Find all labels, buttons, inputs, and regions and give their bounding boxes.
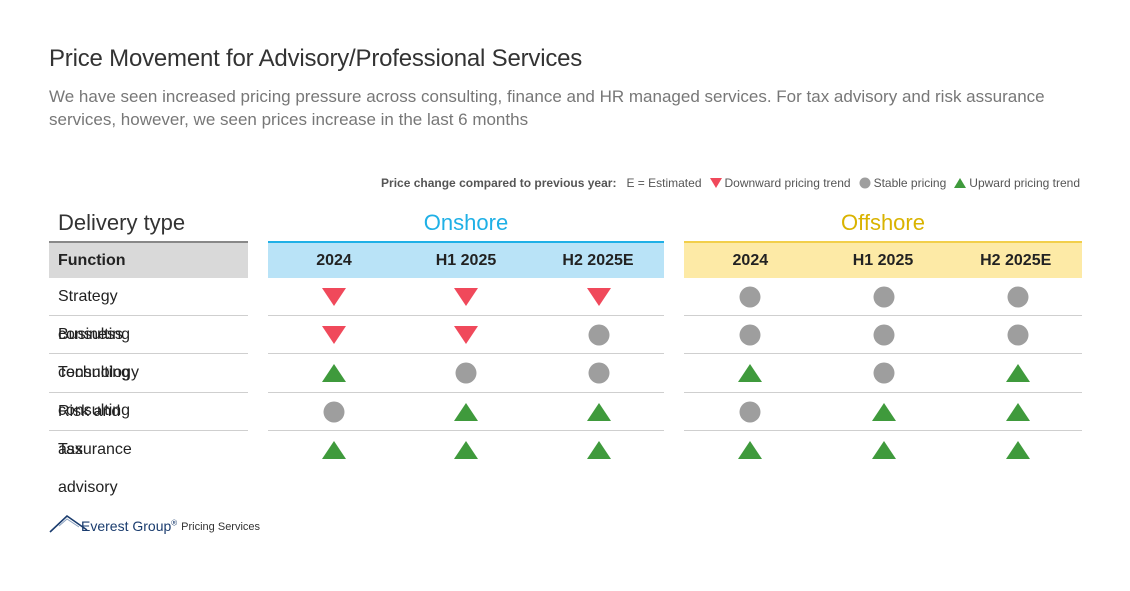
up-trend-icon [1006, 441, 1030, 459]
stable-trend-icon [588, 324, 610, 346]
down-trend-icon [322, 326, 346, 344]
onshore-col-header: H2 2025E [562, 251, 634, 269]
legend-up: Upward pricing trend [954, 176, 1080, 190]
up-trend-icon [454, 441, 478, 459]
row-divider [684, 392, 1082, 393]
legend-stable-text: Stable pricing [873, 176, 947, 190]
service-name: Pricing Services [181, 521, 261, 533]
mountain-logo-icon [49, 514, 88, 533]
offshore-title: Offshore [841, 210, 925, 235]
legend-down-text: Downward pricing trend [724, 176, 851, 190]
stable-circle-icon [859, 177, 871, 189]
up-trend-icon [322, 441, 346, 459]
stable-trend-icon [588, 362, 610, 384]
function-label: Tax advisory [58, 441, 118, 496]
page-title: Price Movement for Advisory/Professional… [49, 45, 583, 72]
stable-trend-icon [873, 324, 895, 346]
onshore-col-header: 2024 [316, 251, 352, 269]
legend-down: Downward pricing trend [709, 176, 851, 190]
legend-up-text: Upward pricing trend [969, 176, 1080, 190]
up-trend-icon [872, 403, 896, 421]
row-divider [49, 430, 248, 431]
function-header-label: Function [58, 251, 126, 269]
offshore-col-header: 2024 [732, 251, 769, 269]
row-divider [268, 392, 664, 393]
down-trend-icon [454, 326, 478, 344]
stable-trend-icon [1007, 324, 1029, 346]
stable-trend-icon [739, 286, 761, 308]
down-trend-icon [322, 288, 346, 306]
down-trend-icon [587, 288, 611, 306]
offshore-header: 2024 H1 2025 H2 2025E [684, 241, 1082, 278]
function-header: Function [49, 241, 248, 278]
legend-stable: Stable pricing [859, 176, 947, 190]
down-trend-icon [454, 288, 478, 306]
row-divider [684, 315, 1082, 316]
function-label: Technology consulting [58, 364, 139, 419]
row-divider [684, 353, 1082, 354]
down-triangle-icon [709, 177, 722, 188]
legend-label: Price change compared to previous year: [381, 176, 617, 190]
legend-estimated: E = Estimated [626, 176, 701, 190]
row-divider [684, 430, 1082, 431]
legend: Price change compared to previous year: … [381, 176, 1080, 190]
stable-trend-icon [873, 362, 895, 384]
stable-trend-icon [739, 324, 761, 346]
onshore-title: Onshore [423, 210, 509, 235]
up-trend-icon [738, 441, 762, 459]
brand-name: Everest Group® [81, 518, 177, 534]
brand-text: Everest Group [81, 518, 172, 534]
up-trend-icon [454, 403, 478, 421]
onshore-header: 2024 H1 2025 H2 2025E [268, 241, 664, 278]
stable-trend-icon [873, 286, 895, 308]
function-label: Business consulting [58, 326, 131, 381]
row-divider [268, 353, 664, 354]
up-trend-icon [738, 364, 762, 382]
up-trend-icon [322, 364, 346, 382]
stable-trend-icon [455, 362, 477, 384]
up-triangle-icon [954, 177, 967, 188]
stable-trend-icon [323, 401, 345, 423]
function-label: Strategy consulting [58, 288, 131, 343]
offshore-col-header: H1 2025 [852, 251, 914, 269]
row-divider [49, 392, 248, 393]
row-divider [268, 430, 664, 431]
up-trend-icon [587, 441, 611, 459]
stable-trend-icon [1007, 286, 1029, 308]
everest-group-logo: Everest Group® Pricing Services [49, 512, 260, 534]
up-trend-icon [1006, 403, 1030, 421]
onshore-col-header: H1 2025 [435, 251, 497, 269]
registered-mark: ® [171, 518, 178, 528]
row-divider [268, 315, 664, 316]
up-trend-icon [587, 403, 611, 421]
stable-trend-icon [739, 401, 761, 423]
up-trend-icon [1006, 364, 1030, 382]
legend-estimated-text: E = Estimated [626, 176, 702, 190]
row-divider [49, 353, 248, 354]
offshore-col-header: H2 2025E [980, 251, 1052, 269]
row-divider [49, 315, 248, 316]
delivery-type-label: Delivery type [58, 210, 186, 235]
up-trend-icon [872, 441, 896, 459]
function-label: Risk and assurance [58, 403, 132, 458]
page-subtitle: We have seen increased pricing pressure … [49, 87, 1045, 129]
